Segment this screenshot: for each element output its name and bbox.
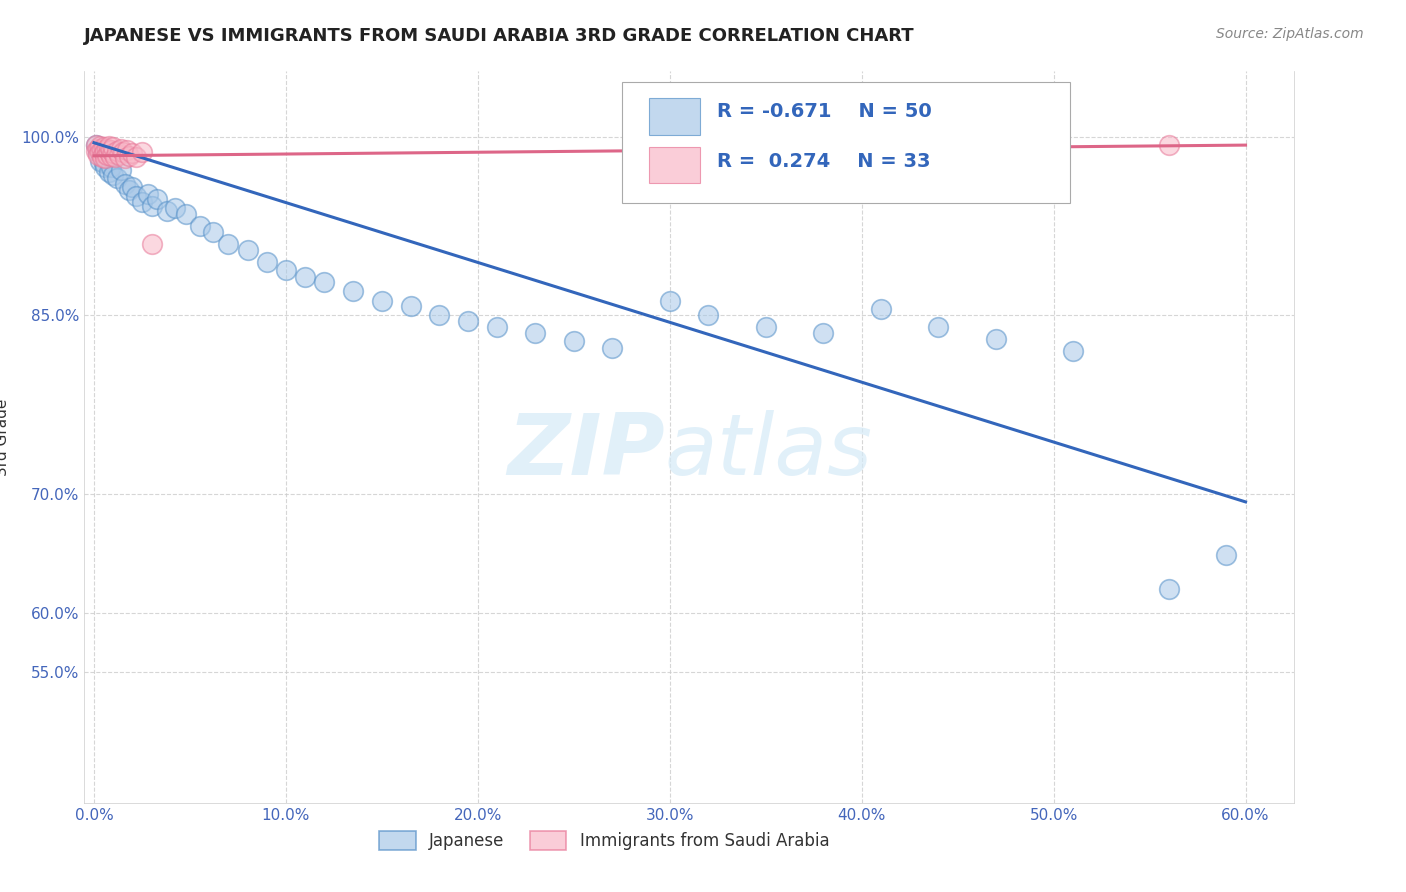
- Point: [94, 160, 117, 174]
- Point: [111, 145, 134, 160]
- Point: [98, 145, 121, 160]
- Point: [274, 263, 297, 277]
- Point: [174, 207, 197, 221]
- Point: [96, 147, 118, 161]
- Point: [84, 144, 107, 158]
- Point: [121, 179, 143, 194]
- Point: [125, 189, 148, 203]
- Point: [101, 140, 124, 154]
- Text: atlas: atlas: [665, 410, 873, 493]
- Point: [90, 150, 112, 164]
- Point: [98, 165, 121, 179]
- Point: [755, 320, 778, 334]
- Point: [457, 314, 479, 328]
- Point: [1062, 343, 1084, 358]
- Point: [201, 225, 224, 239]
- Point: [1215, 549, 1237, 563]
- Point: [927, 320, 949, 334]
- Point: [84, 138, 107, 153]
- Point: [163, 201, 186, 215]
- Point: [94, 144, 117, 158]
- Point: [100, 149, 122, 163]
- Point: [117, 183, 139, 197]
- Point: [146, 192, 169, 206]
- Point: [89, 139, 111, 153]
- Point: [697, 308, 720, 322]
- Point: [256, 254, 278, 268]
- Point: [96, 142, 118, 156]
- Point: [87, 142, 110, 156]
- Point: [87, 147, 110, 161]
- Point: [105, 171, 128, 186]
- Point: [108, 147, 131, 161]
- Point: [125, 150, 148, 164]
- Point: [101, 146, 124, 161]
- Point: [89, 153, 111, 168]
- Point: [114, 178, 136, 192]
- Point: [93, 146, 115, 161]
- FancyBboxPatch shape: [650, 98, 700, 135]
- Text: R = -0.671    N = 50: R = -0.671 N = 50: [717, 102, 932, 121]
- Text: Source: ZipAtlas.com: Source: ZipAtlas.com: [1216, 27, 1364, 41]
- Point: [342, 285, 364, 299]
- Point: [658, 293, 681, 308]
- Point: [156, 203, 179, 218]
- Point: [96, 151, 118, 165]
- Point: [98, 139, 121, 153]
- Point: [1157, 582, 1180, 596]
- Point: [89, 145, 111, 160]
- Point: [90, 143, 112, 157]
- Point: [429, 308, 451, 322]
- Point: [141, 199, 163, 213]
- Point: [104, 150, 127, 164]
- Text: JAPANESE VS IMMIGRANTS FROM SAUDI ARABIA 3RD GRADE CORRELATION CHART: JAPANESE VS IMMIGRANTS FROM SAUDI ARABIA…: [84, 27, 915, 45]
- Point: [870, 302, 893, 317]
- Point: [105, 144, 128, 158]
- Point: [524, 326, 547, 340]
- Point: [117, 149, 139, 163]
- Point: [562, 334, 585, 349]
- Point: [188, 219, 211, 233]
- Point: [84, 138, 107, 153]
- Point: [110, 142, 132, 156]
- Point: [115, 143, 138, 157]
- Text: R =  0.274    N = 33: R = 0.274 N = 33: [717, 152, 931, 171]
- Point: [813, 326, 835, 340]
- Point: [131, 145, 153, 160]
- FancyBboxPatch shape: [623, 82, 1070, 203]
- Point: [110, 163, 132, 178]
- Point: [217, 236, 239, 251]
- Point: [90, 147, 112, 161]
- Point: [600, 342, 623, 356]
- Point: [136, 186, 159, 201]
- Point: [485, 320, 508, 334]
- FancyBboxPatch shape: [650, 146, 700, 183]
- Point: [114, 151, 136, 165]
- Point: [87, 145, 110, 160]
- Point: [94, 151, 117, 165]
- Text: ZIP: ZIP: [508, 410, 665, 493]
- Point: [121, 146, 143, 161]
- Y-axis label: 3rd Grade: 3rd Grade: [0, 399, 10, 475]
- Point: [141, 236, 163, 251]
- Point: [236, 243, 259, 257]
- Point: [93, 156, 115, 170]
- Point: [294, 270, 316, 285]
- Legend: Japanese, Immigrants from Saudi Arabia: Japanese, Immigrants from Saudi Arabia: [373, 824, 837, 856]
- Point: [101, 168, 124, 182]
- Point: [100, 143, 122, 157]
- Point: [131, 195, 153, 210]
- Point: [1157, 138, 1180, 153]
- Point: [93, 140, 115, 154]
- Point: [100, 160, 122, 174]
- Point: [314, 275, 336, 289]
- Point: [399, 299, 422, 313]
- Point: [371, 293, 394, 308]
- Point: [984, 332, 1007, 346]
